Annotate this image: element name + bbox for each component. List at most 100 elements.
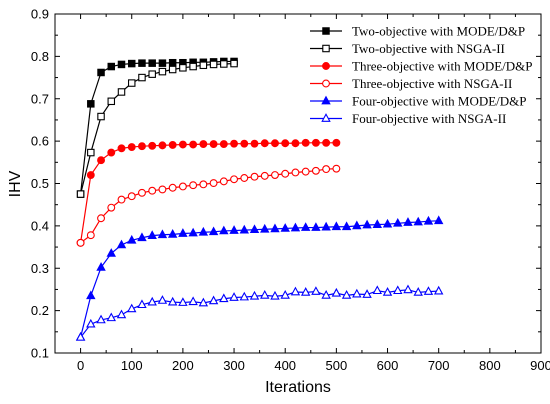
- data-point: [331, 221, 342, 231]
- data-point: [117, 60, 126, 69]
- data-point: [280, 290, 290, 299]
- y-tick-label: 0.6: [31, 134, 49, 149]
- x-tick-label: 500: [326, 358, 348, 373]
- data-point: [208, 295, 219, 305]
- data-point: [87, 148, 95, 157]
- data-point: [209, 179, 218, 188]
- data-point: [281, 139, 290, 148]
- data-point: [127, 192, 136, 201]
- legend-marker: [322, 27, 330, 35]
- data-point: [117, 144, 126, 153]
- legend-label: Three-objective with MODE/D&P: [352, 59, 533, 74]
- data-point: [322, 138, 331, 147]
- data-point: [189, 140, 198, 149]
- data-point: [290, 222, 301, 232]
- data-point: [127, 234, 137, 244]
- data-point: [433, 285, 444, 295]
- data-point: [382, 287, 393, 296]
- data-point: [106, 312, 116, 322]
- data-point: [178, 228, 188, 237]
- data-point: [97, 156, 105, 165]
- data-point: [280, 223, 290, 232]
- data-point: [117, 195, 126, 204]
- data-point: [403, 217, 413, 226]
- data-point: [97, 68, 105, 77]
- data-point: [116, 239, 127, 249]
- data-point: [96, 262, 106, 271]
- data-point: [290, 286, 301, 296]
- x-tick-label: 600: [377, 358, 399, 373]
- data-point: [127, 59, 136, 68]
- data-point: [372, 285, 383, 295]
- data-point: [311, 286, 321, 295]
- data-point: [127, 303, 137, 313]
- data-point: [229, 292, 239, 301]
- data-point: [178, 140, 187, 149]
- data-point: [107, 97, 116, 106]
- data-point: [260, 223, 270, 233]
- data-point: [86, 231, 95, 240]
- series-2: [76, 59, 238, 198]
- data-point: [413, 287, 423, 296]
- data-point: [167, 296, 178, 306]
- data-point: [179, 64, 187, 72]
- data-point: [229, 225, 239, 234]
- data-point: [147, 230, 157, 239]
- data-point: [332, 164, 341, 173]
- legend: Two-objective with MODE/D&P Two-objective…: [310, 24, 533, 126]
- legend-item: Two-objective with MODE/D&P: [310, 24, 525, 39]
- y-tick-label: 0.9: [31, 7, 49, 22]
- data-point: [423, 286, 434, 295]
- data-point: [157, 229, 168, 239]
- series-6: [75, 284, 444, 341]
- y-tick-label: 0.7: [31, 91, 49, 106]
- data-point: [260, 290, 270, 299]
- data-point: [300, 222, 311, 231]
- data-point: [158, 185, 167, 194]
- data-point: [249, 224, 260, 234]
- data-point: [86, 318, 96, 328]
- data-point: [372, 219, 383, 228]
- data-point: [219, 177, 228, 186]
- data-point: [301, 167, 310, 176]
- data-point: [97, 112, 105, 121]
- data-point: [188, 296, 198, 306]
- data-point: [331, 287, 342, 297]
- y-tick-label: 0.2: [31, 303, 49, 318]
- data-point: [270, 290, 280, 300]
- data-point: [311, 222, 321, 231]
- y-tick-label: 0.5: [31, 176, 49, 191]
- series-line: [80, 289, 439, 338]
- data-point: [199, 61, 208, 70]
- legend-label: Three-objective with NSGA-II: [352, 76, 512, 91]
- series-line: [79, 220, 439, 338]
- data-point: [148, 59, 156, 67]
- data-point: [167, 228, 178, 238]
- data-point: [220, 60, 228, 68]
- data-point: [86, 290, 96, 300]
- x-axis-title: Iterations: [265, 379, 331, 396]
- x-tick-label: 0: [77, 358, 84, 373]
- data-point: [271, 139, 279, 148]
- legend-marker: [322, 79, 330, 88]
- data-point: [198, 297, 209, 307]
- data-point: [168, 65, 177, 74]
- data-point: [362, 219, 372, 229]
- x-tick-label: 800: [479, 358, 501, 373]
- data-point: [168, 140, 177, 149]
- data-point: [189, 181, 198, 190]
- data-point: [157, 295, 168, 304]
- data-point: [168, 183, 177, 192]
- data-point: [198, 226, 209, 236]
- legend-item: Four-objective with MODE/D&P: [310, 94, 527, 109]
- legend-marker: [322, 62, 330, 70]
- data-point: [250, 139, 259, 148]
- series-layer: [75, 57, 444, 341]
- data-point: [332, 138, 341, 147]
- data-point: [209, 140, 218, 149]
- data-point: [107, 148, 116, 157]
- series-5: [75, 215, 444, 341]
- data-point: [107, 62, 116, 71]
- data-point: [97, 214, 105, 223]
- data-point: [219, 140, 228, 149]
